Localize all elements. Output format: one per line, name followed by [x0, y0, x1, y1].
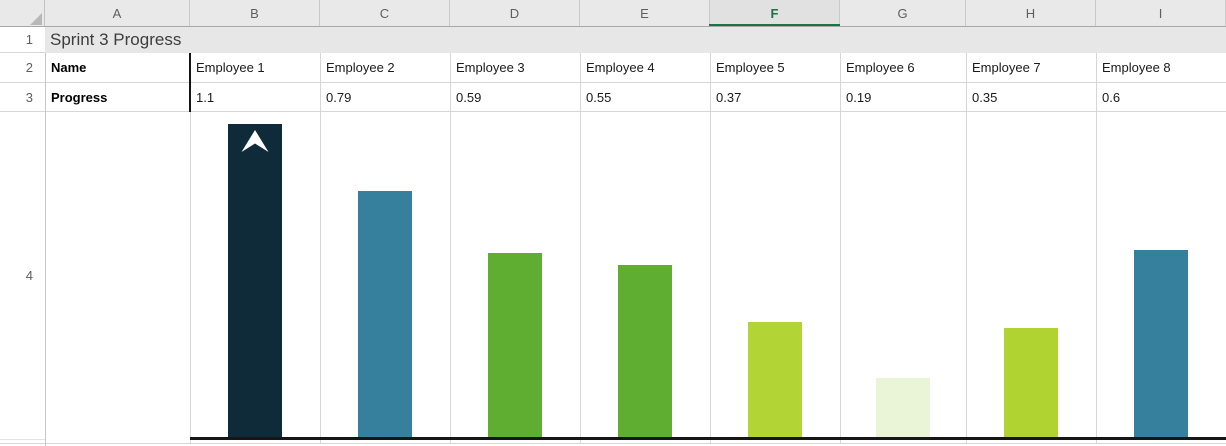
- bar-employee-1[interactable]: [228, 124, 282, 437]
- cell-name-employee-4[interactable]: Employee 4: [586, 60, 655, 75]
- cell-a3-progress-label[interactable]: Progress: [51, 89, 108, 105]
- column-header-g[interactable]: G: [840, 0, 966, 27]
- cell-progress-employee-5[interactable]: 0.37: [716, 89, 742, 105]
- bar-employee-2[interactable]: [358, 191, 412, 437]
- table-divider-black: [189, 53, 191, 112]
- column-header-i[interactable]: I: [1096, 0, 1226, 27]
- row-header-4[interactable]: 4: [0, 112, 45, 440]
- gridline-row4-bottom: [0, 443, 1226, 444]
- chart-baseline: [190, 437, 1226, 440]
- gridline-column-g: [840, 53, 841, 443]
- selected-column-underline: [709, 24, 840, 27]
- column-header-f[interactable]: F: [710, 0, 840, 27]
- cell-name-employee-6[interactable]: Employee 6: [846, 60, 915, 75]
- select-all-triangle-icon: [30, 13, 42, 25]
- cell-progress-employee-1[interactable]: 1.1: [196, 89, 215, 105]
- cell-a1-title[interactable]: Sprint 3 Progress: [45, 27, 1226, 53]
- cell-name-employee-1[interactable]: Employee 1: [196, 60, 265, 75]
- overflow-up-arrow-icon: [241, 130, 269, 152]
- cell-name-employee-3[interactable]: Employee 3: [456, 60, 525, 75]
- cell-progress-employee-2[interactable]: 0.79: [326, 89, 352, 105]
- cell-progress-employee-7[interactable]: 0.35: [972, 89, 998, 105]
- gridline-column-h: [966, 53, 967, 443]
- column-header-e[interactable]: E: [580, 0, 710, 27]
- bar-employee-7[interactable]: [1004, 328, 1058, 437]
- cell-name-employee-2[interactable]: Employee 2: [326, 60, 395, 75]
- cell-name-employee-7[interactable]: Employee 7: [972, 60, 1041, 75]
- bar-employee-6[interactable]: [876, 378, 930, 437]
- column-header-a[interactable]: A: [45, 0, 190, 27]
- header-bottom-border: [0, 26, 1226, 27]
- row-header-3[interactable]: 3: [0, 83, 45, 112]
- column-header-d[interactable]: D: [450, 0, 580, 27]
- row-header-right-border: [45, 27, 46, 446]
- gridline-row3-bottom: [0, 111, 1226, 112]
- gridline-column-e: [580, 53, 581, 443]
- gridline-column-f: [710, 53, 711, 443]
- row-header-2[interactable]: 2: [0, 53, 45, 83]
- column-header-h[interactable]: H: [966, 0, 1096, 27]
- column-header-b[interactable]: B: [190, 0, 320, 27]
- bar-employee-4[interactable]: [618, 265, 672, 437]
- gridline-column-d: [450, 53, 451, 443]
- cell-progress-employee-8[interactable]: 0.6: [1102, 89, 1121, 105]
- column-header-c[interactable]: C: [320, 0, 450, 27]
- bar-employee-5[interactable]: [748, 322, 802, 437]
- gridline-column-i: [1096, 53, 1097, 443]
- bar-employee-8[interactable]: [1134, 250, 1188, 437]
- bar-employee-3[interactable]: [488, 253, 542, 437]
- cell-progress-employee-4[interactable]: 0.55: [586, 89, 612, 105]
- cell-progress-employee-3[interactable]: 0.59: [456, 89, 482, 105]
- select-all-button[interactable]: [0, 0, 45, 27]
- row-header-1[interactable]: 1: [0, 27, 45, 53]
- gridline-column-c: [320, 53, 321, 443]
- cell-name-employee-5[interactable]: Employee 5: [716, 60, 785, 75]
- cell-progress-employee-6[interactable]: 0.19: [846, 89, 872, 105]
- cell-a2-name-label[interactable]: Name: [51, 60, 87, 75]
- cell-name-employee-8[interactable]: Employee 8: [1102, 60, 1171, 75]
